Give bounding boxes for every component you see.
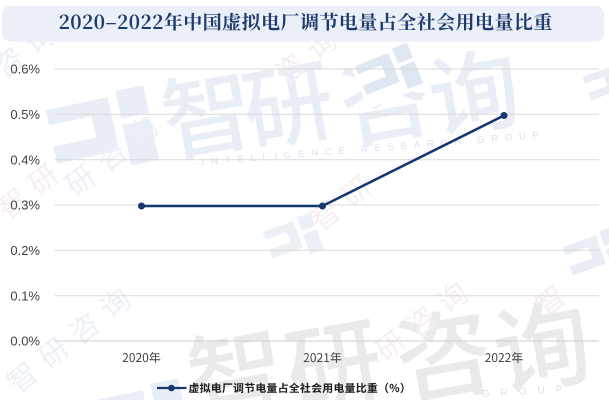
svg-text:0.4%: 0.4%	[10, 152, 40, 167]
svg-text:0.5%: 0.5%	[10, 107, 40, 122]
svg-text:0.1%: 0.1%	[10, 288, 40, 303]
svg-text:0.6%: 0.6%	[10, 62, 40, 77]
svg-text:0.2%: 0.2%	[10, 243, 40, 258]
svg-text:0.3%: 0.3%	[10, 198, 40, 213]
svg-text:0.0%: 0.0%	[10, 334, 40, 349]
